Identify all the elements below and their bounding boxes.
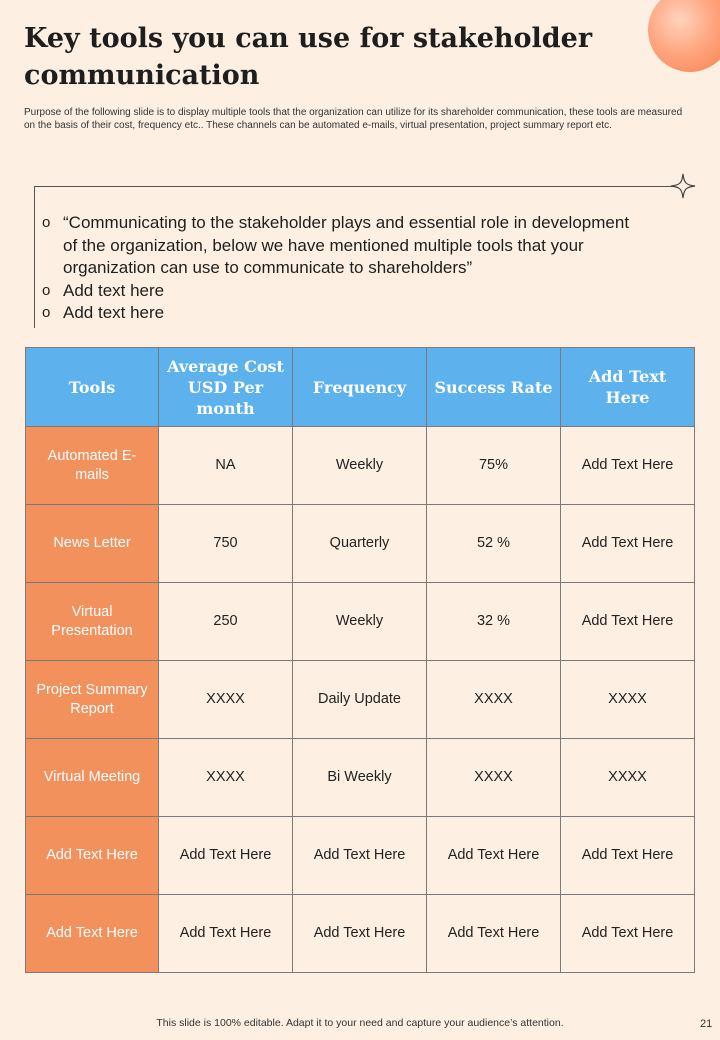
- cell-extra: XXXX: [560, 738, 695, 817]
- row-tool-name: Automated E-mails: [25, 426, 159, 505]
- page-number: 21: [700, 1018, 713, 1030]
- cell-extra: Add Text Here: [560, 426, 695, 505]
- cell-cost: Add Text Here: [158, 894, 293, 973]
- quote-box-left-border: [34, 186, 35, 328]
- decorative-orb: [648, 0, 720, 72]
- cell-extra: XXXX: [560, 660, 695, 739]
- bullet-marker-icon: o: [42, 214, 51, 231]
- cell-success-rate: 75%: [426, 426, 561, 505]
- row-tool-name: Virtual Presentation: [25, 582, 159, 661]
- header-add-text: Add Text Here: [560, 347, 695, 427]
- row-tool-name: Add Text Here: [25, 816, 159, 895]
- table-row: Add Text Here Add Text Here Add Text Her…: [25, 894, 695, 973]
- bullet-text: “Communicating to the stakeholder plays …: [63, 213, 630, 277]
- slide-title: Key tools you can use for stakeholder co…: [24, 23, 593, 91]
- table-row: Project Summary Report XXXX Daily Update…: [25, 660, 695, 739]
- tools-table: Tools Average Cost USD Per month Frequen…: [25, 347, 695, 973]
- header-average-cost: Average Cost USD Per month: [158, 347, 293, 427]
- cell-cost: Add Text Here: [158, 816, 293, 895]
- cell-cost: 750: [158, 504, 293, 583]
- row-tool-name: Add Text Here: [25, 894, 159, 973]
- slide-description: Purpose of the following slide is to dis…: [24, 107, 683, 131]
- cell-frequency: Add Text Here: [292, 894, 427, 973]
- cell-success-rate: XXXX: [426, 660, 561, 739]
- cell-extra: Add Text Here: [560, 894, 695, 973]
- cell-cost: XXXX: [158, 738, 293, 817]
- bullet-marker-icon: o: [42, 281, 51, 299]
- cell-frequency: Add Text Here: [292, 816, 427, 895]
- cell-extra: Add Text Here: [560, 582, 695, 661]
- bullet-text: Add text here: [63, 303, 165, 322]
- bullet-item: o Add text here: [42, 280, 642, 303]
- cell-cost: XXXX: [158, 660, 293, 739]
- cell-success-rate: Add Text Here: [426, 816, 561, 895]
- quote-box-top-border: [34, 186, 676, 187]
- table-row: Add Text Here Add Text Here Add Text Her…: [25, 816, 695, 895]
- table-row: News Letter 750 Quarterly 52 % Add Text …: [25, 504, 695, 583]
- table-row: Virtual Meeting XXXX Bi Weekly XXXX XXXX: [25, 738, 695, 817]
- cell-frequency: Weekly: [292, 426, 427, 505]
- cell-extra: Add Text Here: [560, 504, 695, 583]
- bullet-item: o Add text here: [42, 302, 642, 325]
- bullet-item: o “Communicating to the stakeholder plays…: [42, 212, 642, 280]
- cell-success-rate: 52 %: [426, 504, 561, 583]
- bullet-text: Add text here: [63, 280, 165, 300]
- header-tools: Tools: [25, 347, 159, 427]
- row-tool-name: News Letter: [25, 504, 159, 583]
- cell-frequency: Weekly: [292, 582, 427, 661]
- cell-extra: Add Text Here: [560, 816, 695, 895]
- cell-success-rate: Add Text Here: [426, 894, 561, 973]
- sparkle-icon: [670, 173, 696, 199]
- table-row: Automated E-mails NA Weekly 75% Add Text…: [25, 426, 695, 505]
- header-frequency: Frequency: [292, 347, 427, 427]
- footer-note: This slide is 100% editable. Adapt it to…: [156, 1017, 564, 1029]
- row-tool-name: Virtual Meeting: [25, 738, 159, 817]
- bullet-list: o “Communicating to the stakeholder plays…: [42, 212, 642, 325]
- table-row: Virtual Presentation 250 Weekly 32 % Add…: [25, 582, 695, 661]
- cell-frequency: Daily Update: [292, 660, 427, 739]
- cell-success-rate: XXXX: [426, 738, 561, 817]
- header-success-rate: Success Rate: [426, 347, 561, 427]
- cell-success-rate: 32 %: [426, 582, 561, 661]
- cell-frequency: Bi Weekly: [292, 738, 427, 817]
- cell-cost: 250: [158, 582, 293, 661]
- cell-frequency: Quarterly: [292, 504, 427, 583]
- quote-box: o “Communicating to the stakeholder plays…: [34, 173, 696, 328]
- cell-cost: NA: [158, 426, 293, 505]
- table-header-row: Tools Average Cost USD Per month Frequen…: [25, 347, 695, 427]
- row-tool-name: Project Summary Report: [25, 660, 159, 739]
- bullet-marker-icon: o: [42, 304, 51, 321]
